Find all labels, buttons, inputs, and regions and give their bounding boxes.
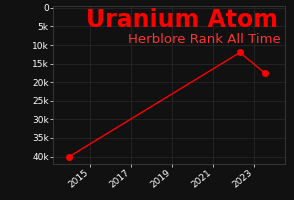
Text: Herblore Rank All Time: Herblore Rank All Time [128,33,280,46]
Text: Uranium Atom: Uranium Atom [86,8,278,32]
